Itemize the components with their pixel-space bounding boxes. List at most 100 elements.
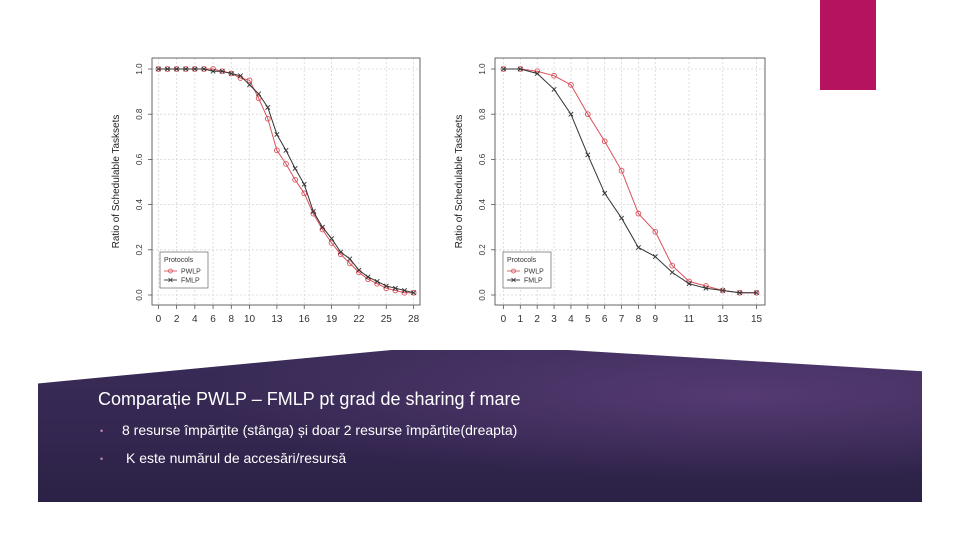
data-point (585, 152, 591, 158)
y-tick-label: 0.8 (478, 108, 487, 120)
data-point (401, 287, 408, 293)
marker-stroke (237, 73, 243, 79)
bullet-text: 8 resurse împărțite (stânga) și doar 2 r… (122, 422, 518, 438)
marker-stroke (265, 104, 271, 110)
data-point (635, 245, 641, 251)
marker-stroke (174, 66, 180, 72)
y-tick-label: 0.6 (478, 153, 487, 165)
marker-stroke (669, 269, 675, 275)
marker-stroke (329, 235, 335, 242)
x-tick-label: 7 (619, 314, 625, 325)
legend-marker (511, 268, 516, 274)
data-point (356, 267, 362, 273)
data-point (703, 285, 709, 291)
x-tick-label: 0 (156, 314, 162, 325)
data-point (374, 278, 380, 284)
x-tick-label: 25 (381, 314, 393, 325)
legend-box (159, 251, 209, 289)
y-tick-label: 0.4 (135, 198, 144, 210)
data-point (619, 215, 625, 221)
data-point (247, 82, 253, 88)
legend-marker (168, 268, 173, 274)
bullet-item: • K este numărul de accesări/resursă (100, 450, 346, 466)
marker-stroke (602, 190, 608, 196)
marker-stroke (720, 287, 726, 293)
x-tick-label: 19 (326, 314, 338, 325)
chart-2: 0 1 2 3 4 5 6 7 8 9 11 13 15 0.0 0.2 0.4 0.6 0.8 1.0 Ratio … (454, 57, 766, 325)
legend-label: PWLP (524, 269, 544, 276)
marker-stroke (155, 66, 161, 72)
data-point (310, 208, 316, 214)
data-point (652, 228, 659, 235)
marker-stroke (183, 66, 189, 72)
data-point (264, 115, 271, 122)
marker-stroke (686, 281, 692, 287)
y-tick-label: 1.0 (478, 63, 487, 75)
x-tick-label: 0 (501, 314, 507, 325)
data-point (255, 95, 262, 102)
marker-stroke (517, 66, 523, 72)
x-tick-label: 2 (534, 314, 540, 325)
legend-label: FMLP (524, 278, 543, 285)
marker-stroke (274, 132, 280, 138)
data-point (210, 68, 216, 74)
bullet-item: • 8 resurse împărțite (stânga) și doar 2 … (100, 422, 517, 438)
data-point (500, 66, 506, 72)
x-tick-label: 28 (408, 314, 420, 325)
data-point (551, 72, 557, 79)
data-point (737, 290, 743, 296)
data-point (365, 274, 371, 280)
plot-frame (151, 57, 421, 306)
data-point (265, 104, 271, 110)
x-tick-label: 6 (210, 314, 216, 325)
text-panel-glow (38, 350, 922, 502)
legend-marker (168, 277, 173, 283)
data-point (338, 249, 344, 255)
series-line-pwlp (503, 68, 757, 294)
marker-stroke (319, 224, 325, 230)
data-point (274, 132, 280, 138)
marker-stroke (247, 82, 253, 88)
data-point (410, 289, 417, 296)
x-tick-label: 4 (192, 314, 198, 325)
legend-box (502, 251, 552, 289)
marker-stroke (201, 66, 207, 72)
data-point (228, 71, 234, 77)
data-point (392, 285, 398, 291)
marker-stroke (401, 287, 408, 293)
y-tick-label: 1.0 (135, 63, 144, 75)
x-tick-label: 16 (299, 314, 311, 325)
data-point (292, 176, 298, 183)
bullet-dot-icon: • (100, 454, 104, 465)
data-point (669, 262, 676, 269)
marker-stroke (585, 152, 591, 158)
data-point (292, 165, 298, 171)
data-point (346, 260, 353, 267)
data-point (551, 86, 557, 92)
x-tick-label: 8 (229, 314, 235, 325)
marker-stroke (219, 68, 225, 74)
marker-stroke (256, 91, 262, 97)
x-tick-label: 13 (271, 314, 283, 325)
data-point (174, 66, 180, 72)
data-point (192, 66, 198, 72)
y-tick-label: 0.8 (135, 108, 144, 120)
bullet-text: K este numărul de accesări/resursă (126, 450, 347, 466)
data-point (164, 66, 171, 72)
marker-stroke (635, 245, 641, 251)
series-line-fmlp (503, 68, 757, 294)
x-tick-label: 2 (174, 314, 180, 325)
marker-stroke (374, 278, 380, 284)
marker-stroke (338, 249, 344, 255)
data-point (319, 224, 325, 230)
x-tick-label: 1 (518, 314, 524, 325)
text-panel (38, 350, 922, 502)
data-point (328, 240, 335, 246)
legend-label: PWLP (181, 269, 201, 276)
marker-stroke (551, 86, 557, 92)
x-tick-label: 4 (568, 314, 574, 325)
plot-frame (494, 57, 766, 306)
marker-stroke (164, 66, 171, 72)
data-point (283, 161, 289, 167)
